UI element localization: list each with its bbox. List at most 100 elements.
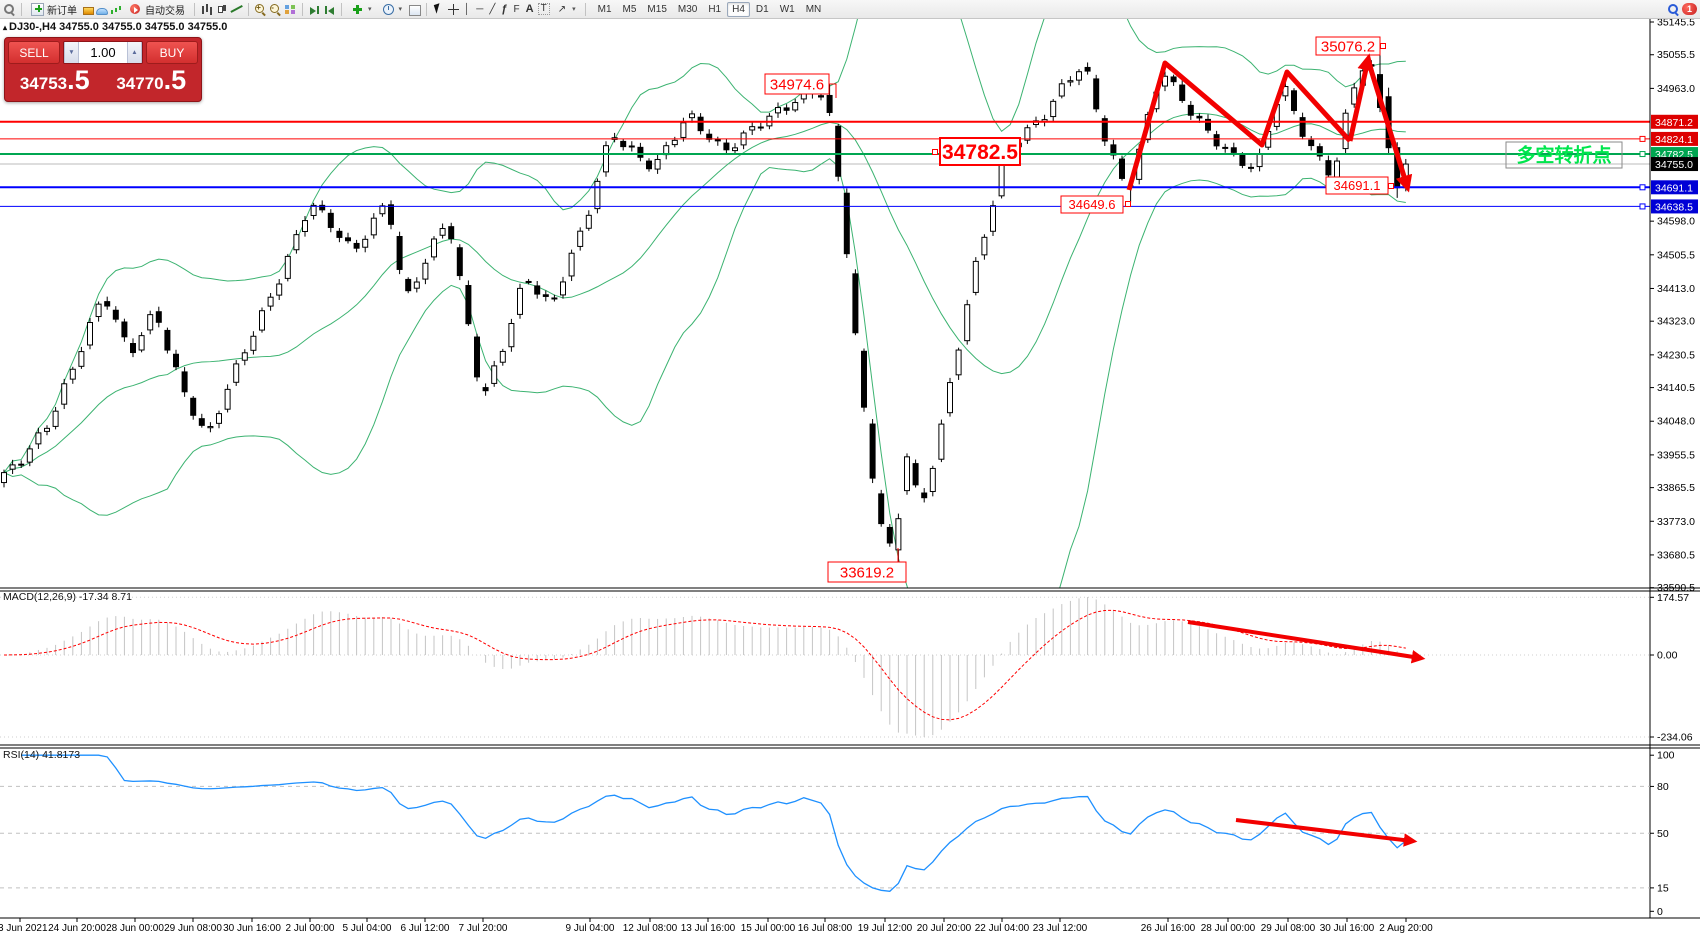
svg-text:34824.1: 34824.1 xyxy=(1655,134,1693,146)
buy-price[interactable]: 34770.5 xyxy=(105,66,199,98)
line-chart-icon[interactable] xyxy=(230,3,243,16)
candlestick-chart-icon[interactable] xyxy=(215,3,228,16)
svg-text:50: 50 xyxy=(1657,828,1669,840)
dropdown-icon: ▾ xyxy=(368,6,372,13)
buy-button[interactable]: BUY xyxy=(146,41,198,64)
timeframe-m1[interactable]: M1 xyxy=(597,3,612,15)
signals-icon[interactable] xyxy=(110,3,123,16)
svg-text:34963.0: 34963.0 xyxy=(1657,83,1695,95)
toolbar-separator xyxy=(302,2,303,16)
horizontal-line-tool-icon[interactable]: ─ xyxy=(476,3,484,15)
history-center-icon[interactable] xyxy=(83,6,94,15)
svg-text:34871.2: 34871.2 xyxy=(1655,117,1693,129)
templates-icon[interactable] xyxy=(408,3,422,16)
svg-text:34323.0: 34323.0 xyxy=(1657,316,1695,328)
dropdown-icon: ▾ xyxy=(398,6,403,13)
toolbar-separator xyxy=(194,2,195,16)
svg-text:34755.0: 34755.0 xyxy=(1655,159,1693,171)
notification-badge[interactable]: 1 xyxy=(1682,3,1697,15)
svg-text:0: 0 xyxy=(1657,906,1663,918)
cursor-tool-icon[interactable] xyxy=(432,3,445,16)
timeframe-m5[interactable]: M5 xyxy=(622,3,637,15)
svg-text:33590.5: 33590.5 xyxy=(1657,582,1695,594)
svg-text:33680.5: 33680.5 xyxy=(1657,549,1695,561)
svg-text:34782.5: 34782.5 xyxy=(942,141,1018,164)
svg-text:5 Jul 04:00: 5 Jul 04:00 xyxy=(343,923,392,934)
autotrading-label: 自动交易 xyxy=(145,5,185,17)
indicators-button[interactable]: ▾ xyxy=(347,1,376,17)
search-symbols-icon[interactable] xyxy=(1667,3,1680,16)
arrows-tool-button[interactable]: ↗ ▾ xyxy=(552,1,580,17)
svg-text:35145.5: 35145.5 xyxy=(1657,19,1695,29)
timeframe-h1[interactable]: H1 xyxy=(708,3,722,15)
svg-text:16 Jul 08:00: 16 Jul 08:00 xyxy=(798,923,853,934)
chart-canvas[interactable]: 35145.5 35055.5 34963.0 34598.0 34505.5 34413… xyxy=(0,19,1700,937)
publish-icon[interactable] xyxy=(96,7,108,15)
svg-text:12 Jul 08:00: 12 Jul 08:00 xyxy=(623,923,678,934)
timeframe-mn[interactable]: MN xyxy=(805,3,822,15)
text-label-tool-icon[interactable]: T xyxy=(537,3,550,15)
svg-text:9 Jul 04:00: 9 Jul 04:00 xyxy=(566,923,615,934)
svg-text:80: 80 xyxy=(1657,781,1669,793)
svg-text:15: 15 xyxy=(1657,882,1669,894)
svg-text:29 Jun 08:00: 29 Jun 08:00 xyxy=(164,923,222,934)
trendline-tool-icon[interactable]: ╱ xyxy=(489,3,496,15)
vertical-line-tool-icon[interactable]: │ xyxy=(464,3,471,15)
rsi-label: RSI(14) 41.8173 xyxy=(3,749,81,761)
bar-chart-icon[interactable] xyxy=(200,3,213,16)
crosshair-tool-icon[interactable] xyxy=(447,3,460,16)
timeframe-d1[interactable]: D1 xyxy=(755,3,769,15)
volume-input[interactable] xyxy=(79,42,127,63)
fibonacci-tool-icon[interactable]: ƒ xyxy=(501,2,508,15)
one-click-trading-panel: SELL ▼ ▲ BUY 34753.5 34770.5 xyxy=(4,37,202,102)
svg-text:2 Jul 00:00: 2 Jul 00:00 xyxy=(286,923,335,934)
svg-text:30 Jun 16:00: 30 Jun 16:00 xyxy=(223,923,281,934)
svg-text:34649.6: 34649.6 xyxy=(1069,197,1116,212)
svg-text:2 Aug 20:00: 2 Aug 20:00 xyxy=(1379,923,1433,934)
svg-text:29 Jul 08:00: 29 Jul 08:00 xyxy=(1261,923,1316,934)
timeframe-w1[interactable]: W1 xyxy=(779,3,795,15)
svg-text:34974.6: 34974.6 xyxy=(770,76,824,93)
svg-text:34140.5: 34140.5 xyxy=(1657,382,1695,394)
svg-text:35055.5: 35055.5 xyxy=(1657,49,1695,61)
svg-text:35076.2: 35076.2 xyxy=(1321,38,1375,55)
autotrading-button[interactable]: 自动交易 xyxy=(125,1,189,17)
svg-text:7 Jul 20:00: 7 Jul 20:00 xyxy=(459,923,508,934)
timeframe-h4[interactable]: H4 xyxy=(727,1,750,17)
auto-scroll-icon[interactable] xyxy=(308,3,321,16)
svg-text:15 Jul 00:00: 15 Jul 00:00 xyxy=(741,923,796,934)
volume-decrease-button[interactable]: ▼ xyxy=(64,42,79,63)
svg-text:多空转折点: 多空转折点 xyxy=(1516,144,1611,167)
periods-button[interactable]: ▾ xyxy=(378,1,407,17)
dropdown-icon: ▾ xyxy=(572,6,576,13)
svg-text:34691.1: 34691.1 xyxy=(1655,182,1693,194)
timeframe-m15[interactable]: M15 xyxy=(647,3,667,15)
chart-shift-icon[interactable] xyxy=(323,3,336,16)
zoom-out-icon[interactable]: - xyxy=(269,3,282,16)
zoom-in-glyph: + xyxy=(256,3,261,12)
symbol-title: ▴ DJ30-,H4 34755.0 34755.0 34755.0 34755.… xyxy=(3,21,227,33)
fibonacci-expansion-tool-icon[interactable]: F xyxy=(513,3,520,15)
toolbar-separator xyxy=(584,2,586,16)
sell-price[interactable]: 34753.5 xyxy=(8,66,102,98)
search-icon[interactable] xyxy=(3,3,16,16)
volume-stepper: ▼ ▲ xyxy=(63,41,143,64)
buy-price-frac: .5 xyxy=(163,65,187,95)
zoom-in-icon[interactable]: + xyxy=(254,3,267,16)
volume-increase-button[interactable]: ▲ xyxy=(127,42,142,63)
autotrading-icon xyxy=(129,3,142,16)
timeframe-m30[interactable]: M30 xyxy=(677,3,698,15)
macd-label: MACD(12,26,9) -17.34 8.71 xyxy=(3,591,132,603)
svg-text:23 Jun 2021: 23 Jun 2021 xyxy=(0,923,48,934)
svg-text:22 Jul 04:00: 22 Jul 04:00 xyxy=(975,923,1030,934)
svg-text:34048.0: 34048.0 xyxy=(1657,416,1695,428)
new-order-button[interactable]: 新订单 xyxy=(27,1,81,17)
tile-windows-icon[interactable] xyxy=(284,3,297,16)
text-tool-icon[interactable]: A xyxy=(525,2,534,15)
svg-text:20 Jul 20:00: 20 Jul 20:00 xyxy=(917,923,972,934)
sell-button[interactable]: SELL xyxy=(8,41,60,64)
svg-text:33773.0: 33773.0 xyxy=(1657,516,1695,528)
sell-price-int: 34753 xyxy=(19,74,68,93)
new-order-icon xyxy=(31,2,44,16)
sell-price-frac: .5 xyxy=(67,65,90,95)
